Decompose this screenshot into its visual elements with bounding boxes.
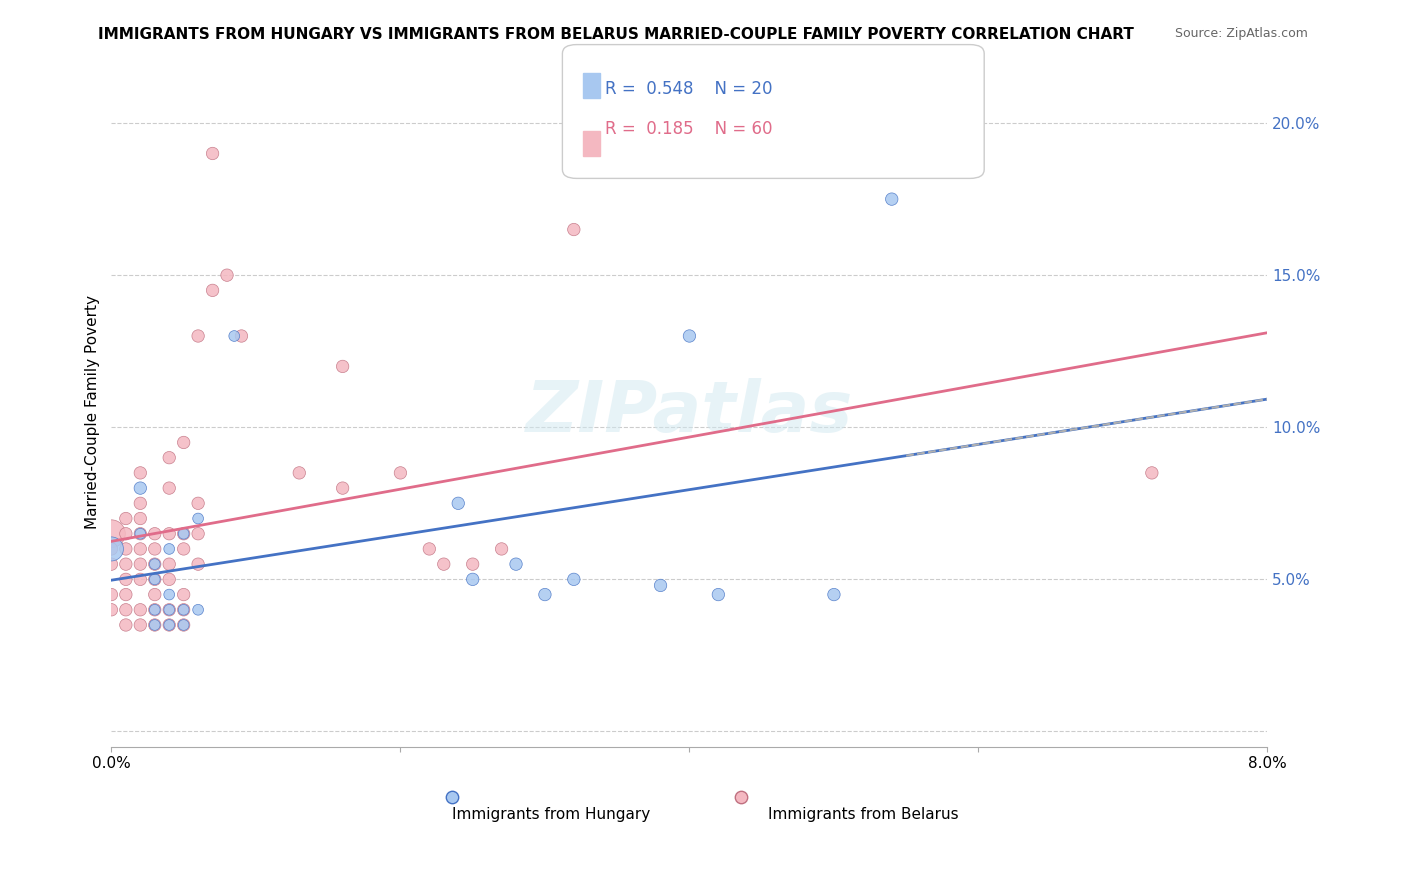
Point (115, 541, 138, 556)
Point (129, 496, 152, 510)
Point (215, 268, 238, 282)
Text: ZIPatlas: ZIPatlas (526, 377, 853, 447)
Point (157, 450, 180, 465)
Point (389, 466, 412, 480)
Point (491, 541, 513, 556)
Text: Immigrants from Belarus: Immigrants from Belarus (768, 807, 957, 822)
Point (678, 329, 700, 343)
Point (173, 603, 195, 617)
Text: Immigrants from Hungary: Immigrants from Hungary (451, 807, 650, 822)
Point (129, 511, 152, 525)
Point (143, 618, 166, 632)
Point (461, 557, 484, 571)
Point (332, 481, 354, 495)
Point (143, 557, 166, 571)
Point (157, 481, 180, 495)
Y-axis label: Married-Couple Family Poverty: Married-Couple Family Poverty (86, 295, 100, 529)
Point (143, 603, 166, 617)
Text: R =  0.548    N = 20: R = 0.548 N = 20 (605, 80, 772, 98)
Point (143, 573, 166, 587)
Point (143, 573, 166, 587)
Point (173, 618, 195, 632)
Point (115, 618, 138, 632)
Point (187, 557, 209, 571)
Point (173, 526, 195, 541)
Point (332, 359, 354, 374)
Point (707, 588, 730, 602)
Point (115, 603, 138, 617)
Text: Source: ZipAtlas.com: Source: ZipAtlas.com (1174, 27, 1308, 40)
Point (129, 526, 152, 541)
Point (173, 588, 195, 602)
Point (157, 573, 180, 587)
Point (201, 284, 224, 298)
Point (115, 573, 138, 587)
Point (157, 526, 180, 541)
Point (187, 329, 209, 343)
Point (187, 511, 209, 525)
Point (880, 192, 903, 206)
Point (187, 603, 209, 617)
Point (129, 541, 152, 556)
Point (129, 618, 152, 632)
Point (129, 526, 152, 541)
Point (115, 526, 138, 541)
Point (173, 618, 195, 632)
Point (461, 573, 484, 587)
Point (823, 588, 845, 602)
Point (100, 603, 122, 617)
Text: R =  0.185    N = 60: R = 0.185 N = 60 (605, 120, 772, 138)
Point (129, 557, 152, 571)
Point (173, 541, 195, 556)
Point (100, 557, 122, 571)
Point (100, 588, 122, 602)
Point (433, 557, 456, 571)
Point (187, 526, 209, 541)
Point (115, 511, 138, 525)
Point (129, 481, 152, 495)
Text: IMMIGRANTS FROM HUNGARY VS IMMIGRANTS FROM BELARUS MARRIED-COUPLE FAMILY POVERTY: IMMIGRANTS FROM HUNGARY VS IMMIGRANTS FR… (98, 27, 1135, 42)
Point (157, 541, 180, 556)
Point (143, 603, 166, 617)
Point (650, 578, 672, 592)
Point (187, 496, 209, 510)
Point (143, 526, 166, 541)
Point (157, 588, 180, 602)
Point (562, 573, 585, 587)
Point (1140, 466, 1163, 480)
Point (100, 541, 122, 556)
Point (534, 588, 557, 602)
Point (143, 618, 166, 632)
Point (129, 466, 152, 480)
Point (100, 526, 122, 541)
Point (143, 588, 166, 602)
Point (505, 557, 527, 571)
Point (100, 541, 122, 556)
Point (115, 588, 138, 602)
Point (143, 541, 166, 556)
Point (129, 603, 152, 617)
Point (157, 618, 180, 632)
Point (231, 329, 253, 343)
Point (157, 618, 180, 632)
Point (173, 603, 195, 617)
Point (129, 573, 152, 587)
Point (157, 603, 180, 617)
Point (157, 557, 180, 571)
Point (562, 222, 585, 236)
Point (173, 526, 195, 541)
Point (418, 541, 440, 556)
Point (143, 557, 166, 571)
Point (447, 496, 470, 510)
Point (201, 146, 224, 161)
Point (173, 435, 195, 450)
Point (288, 466, 311, 480)
Point (115, 557, 138, 571)
Point (224, 329, 246, 343)
Point (157, 603, 180, 617)
